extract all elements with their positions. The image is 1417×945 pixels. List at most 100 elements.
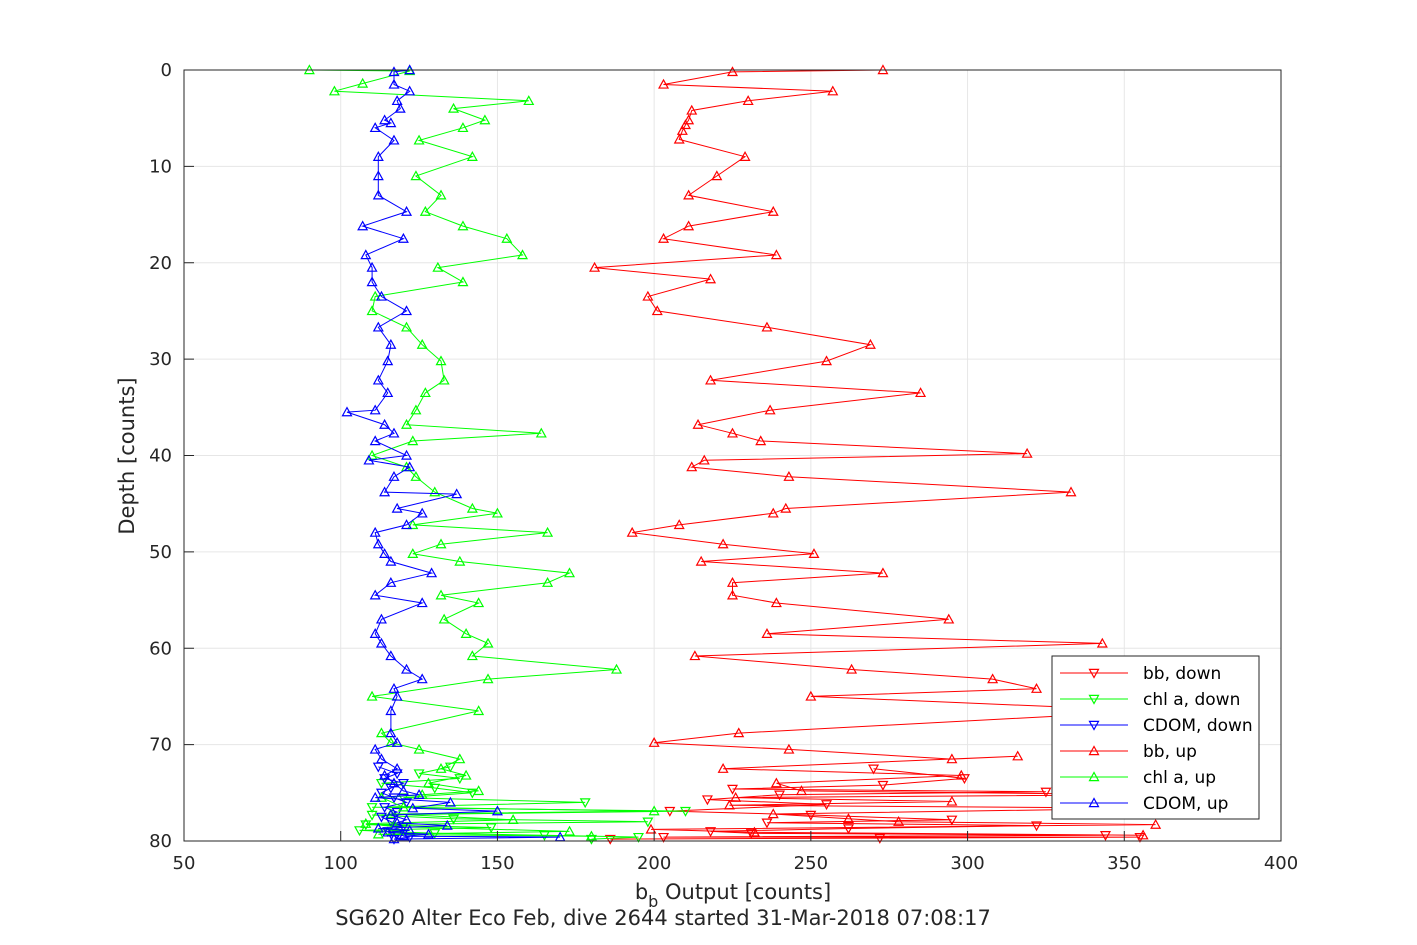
data-point-chl-a-up — [432, 261, 444, 272]
data-point-chl-a-up — [372, 828, 384, 839]
data-point-chl-a-up — [435, 762, 447, 773]
data-point-chl-a-up — [473, 785, 485, 796]
legend-item-cdom-down: CDOM, down — [1060, 716, 1253, 736]
data-point-bb-up — [689, 650, 701, 661]
data-point-cdom-up — [388, 78, 400, 89]
data-point-cdom-up — [422, 828, 434, 839]
data-point-chl-a-up — [360, 817, 372, 828]
data-point-cdom-up — [363, 454, 375, 465]
data-point-bb-up — [673, 133, 685, 144]
data-point-cdom-up — [369, 628, 381, 638]
data-point-chl-a-up — [401, 321, 413, 332]
data-point-bb-up — [730, 791, 742, 802]
data-point-cdom-up — [397, 232, 409, 243]
data-point-chl-a-up — [375, 727, 387, 738]
data-point-cdom-up — [382, 355, 394, 366]
data-point-bb-up — [808, 548, 820, 559]
data-point-chl-a-up — [507, 814, 519, 824]
data-point-cdom-down — [388, 793, 400, 804]
data-point-bb-up — [770, 249, 782, 260]
data-point-chl-a-up — [563, 567, 576, 578]
data-point-bb-up — [626, 526, 638, 537]
data-point-chl-a-up — [563, 825, 576, 836]
data-point-chl-a-up — [366, 305, 378, 316]
data-point-bb-up — [748, 826, 760, 837]
data-point-bb-down — [1040, 787, 1052, 798]
data-point-cdom-up — [401, 205, 413, 216]
data-point-chl-a-up — [422, 777, 434, 788]
data-point-bb-up — [915, 387, 927, 398]
data-point-bb-up — [658, 78, 670, 89]
x-tick-label: 150 — [480, 853, 514, 874]
data-point-bb-up — [1137, 829, 1149, 840]
data-point-cdom-up — [426, 567, 438, 578]
data-point-bb-up — [767, 205, 779, 216]
data-point-bb-down — [1134, 832, 1146, 843]
data-point-cdom-up — [379, 548, 391, 559]
data-point-chl-a-down — [679, 806, 692, 817]
data-point-chl-a-up — [385, 736, 397, 747]
x-tick-label: 300 — [950, 853, 984, 874]
data-point-bb-up — [842, 813, 854, 824]
data-point-bb-up — [1065, 486, 1077, 497]
data-point-chl-a-up — [457, 220, 469, 231]
data-point-chl-a-up — [542, 576, 554, 587]
data-point-bb-up — [742, 95, 754, 106]
data-point-bb-down — [705, 827, 717, 838]
legend-item-chl-a-down: chl a, down — [1060, 690, 1240, 710]
data-point-chl-a-up — [435, 589, 447, 600]
data-point-bb-up — [780, 502, 792, 513]
data-point-cdom-up — [369, 526, 381, 537]
data-point-cdom-up — [401, 449, 413, 460]
data-point-cdom-up — [385, 338, 397, 349]
data-point-bb-down — [773, 790, 786, 801]
legend-marker — [1088, 668, 1100, 679]
data-point-bb-up — [1012, 750, 1024, 761]
data-point-chl-a-up — [407, 548, 419, 559]
data-point-bb-up — [1096, 637, 1108, 648]
data-point-bb-up — [683, 189, 695, 200]
data-point-cdom-up — [388, 777, 400, 788]
data-point-cdom-up — [372, 151, 384, 161]
data-point-chl-a-up — [410, 404, 422, 415]
data-point-bb-up — [761, 321, 773, 332]
data-point-chl-a-down — [632, 832, 644, 843]
data-point-cdom-down — [375, 788, 387, 799]
series-bb-up — [589, 64, 1162, 840]
y-tick-label: 60 — [149, 638, 172, 659]
data-point-bb-up — [946, 753, 958, 764]
data-point-chl-a-up — [419, 387, 431, 398]
data-point-cdom-up — [401, 663, 413, 674]
data-point-bb-up — [717, 762, 729, 773]
data-point-bb-up — [770, 597, 782, 608]
data-point-cdom-up — [404, 85, 416, 96]
x-tick-label: 100 — [324, 853, 358, 874]
data-point-bb-up — [805, 690, 817, 701]
y-tick-label: 80 — [149, 831, 172, 852]
data-point-cdom-up — [491, 805, 503, 816]
x-axis-label-subscript: b — [648, 892, 658, 911]
data-point-chl-a-down — [448, 814, 460, 825]
data-point-bb-down — [745, 829, 757, 840]
series-line-chl-a-up — [309, 69, 655, 837]
data-point-bb-up — [679, 119, 692, 130]
data-point-chl-a-up — [366, 690, 378, 701]
data-point-chl-a-down — [360, 820, 372, 831]
data-point-bb-up — [645, 823, 657, 834]
data-point-cdom-down — [391, 769, 403, 780]
data-point-bb-up — [726, 589, 739, 600]
chart-caption: SG620 Alter Eco Feb, dive 2644 started 3… — [335, 906, 991, 930]
data-point-bb-up — [683, 220, 695, 231]
data-point-cdom-up — [385, 576, 397, 587]
data-point-bb-up — [717, 538, 729, 549]
y-tick-label: 70 — [149, 735, 172, 756]
data-point-chl-a-up — [454, 753, 466, 764]
data-point-cdom-up — [444, 796, 456, 807]
data-point-chl-a-up — [460, 769, 472, 780]
x-tick-label: 50 — [173, 853, 196, 874]
data-point-chl-a-up — [438, 374, 450, 385]
data-point-chl-a-up — [448, 102, 460, 113]
legend: bb, down chl a, down CDOM, down bb, up chl a… — [1051, 655, 1260, 820]
data-point-chl-a-up — [366, 449, 378, 460]
series-chl-a-up — [303, 64, 660, 841]
